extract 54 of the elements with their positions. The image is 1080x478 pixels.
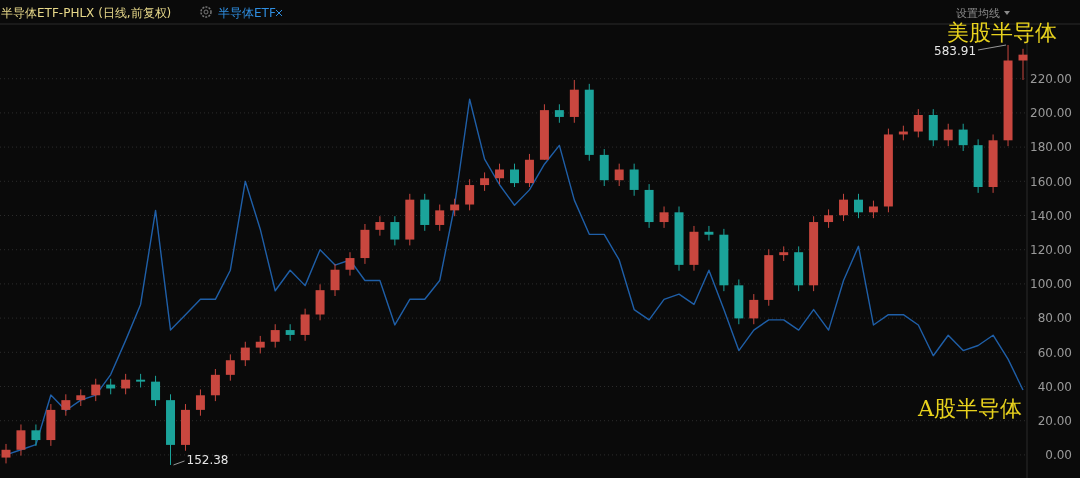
candlestick — [31, 423, 41, 447]
candlestick — [495, 163, 505, 185]
candlestick — [943, 123, 953, 147]
y-tick-label: 120.00 — [1030, 242, 1072, 257]
candlestick — [554, 103, 564, 124]
candlestick — [854, 193, 863, 219]
candlestick — [913, 108, 923, 138]
y-tick-label: 100.00 — [1030, 277, 1072, 292]
candlestick — [225, 353, 235, 382]
candlestick — [210, 368, 220, 402]
candlestick — [151, 375, 161, 407]
text: 半导体ETF — [218, 6, 276, 20]
y-tick-label: 220.00 — [1030, 71, 1072, 86]
candlestick — [240, 341, 250, 367]
candlestick — [659, 205, 669, 229]
y-tick-label: 140.00 — [1030, 208, 1072, 223]
annotation: 583.91 — [934, 44, 977, 59]
candlestick — [465, 178, 475, 211]
y-tick-label: 0.00 — [1045, 448, 1072, 463]
y-tick-label: 20.00 — [1037, 413, 1072, 428]
candlestick — [390, 215, 400, 246]
candlestick — [704, 225, 714, 242]
candlestick — [749, 293, 759, 325]
candlestick — [345, 251, 355, 277]
y-tick-label: 200.00 — [1030, 106, 1072, 121]
y-tick-label: 40.00 — [1037, 379, 1072, 394]
y-tick-label: 180.00 — [1030, 140, 1072, 155]
candlestick — [614, 163, 624, 187]
y-tick-label: 160.00 — [1030, 174, 1072, 189]
candlestick — [1, 443, 11, 464]
candlestick — [510, 163, 519, 188]
candlestick — [480, 171, 490, 192]
candlestick — [300, 308, 310, 342]
candlestick — [91, 378, 101, 402]
candlestick — [270, 323, 280, 349]
annotation: 152.38 — [186, 452, 229, 467]
candlestick — [435, 204, 445, 232]
annotation: A股半导体 — [917, 396, 1022, 421]
candlestick — [629, 163, 639, 197]
y-tick-label: 80.00 — [1037, 311, 1072, 326]
candlestick — [958, 123, 968, 152]
candlestick — [824, 208, 834, 229]
annotation: 美股半导体 — [947, 20, 1057, 45]
candlestick — [524, 153, 534, 188]
candlestick — [375, 215, 385, 237]
candlestick — [121, 373, 131, 395]
text: 设置均线 — [956, 7, 1000, 20]
candlestick — [839, 193, 849, 222]
candlestick — [195, 388, 205, 417]
candlestick — [16, 423, 26, 457]
y-tick-label: 60.00 — [1037, 345, 1072, 360]
candlestick — [61, 393, 71, 417]
candlestick — [330, 263, 340, 297]
chart-title: 半导体ETF-PHLX (日线,前复权) — [1, 6, 172, 20]
